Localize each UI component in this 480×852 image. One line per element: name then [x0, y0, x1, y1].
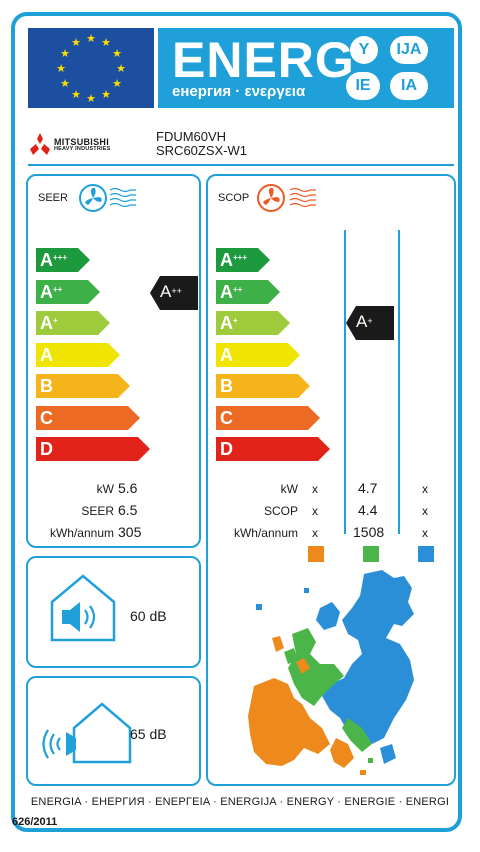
heating-class-bar: A	[216, 342, 300, 367]
heating-class-bar: A+	[216, 311, 290, 335]
model-outdoor: SRC60ZSX-W1	[156, 143, 248, 158]
cooling-class-bar: A+	[36, 311, 110, 335]
column-divider	[398, 230, 400, 534]
manufacturer-name: MITSUBISHI	[54, 137, 110, 147]
heating-row-label: kW	[280, 482, 298, 496]
cooling-class-bar: A+++	[36, 248, 90, 272]
heating-class-bar: D	[216, 437, 330, 461]
heating-cell: 4.7	[358, 480, 378, 496]
heating-cell: 1508	[353, 524, 385, 540]
outdoor-noise-value: 65 dB	[130, 726, 167, 742]
cooling-rating-sup: ++	[171, 286, 182, 296]
energy-subtitle: енергия · ενεργεια	[172, 83, 306, 100]
heating-row-label: SCOP	[263, 504, 298, 518]
cooling-class-bar: C	[36, 405, 140, 430]
footer-languages: ENERGIA · ЕНЕРГИЯ · ΕΝΕΡΓΕΙΑ · ENERGIJA …	[30, 796, 450, 808]
heating-row-label: kWh/annum	[233, 526, 298, 540]
heating-panel: SCOP A+++ A++ A+ A B C D A+ kW x 4.7 x SCOP x …	[206, 174, 456, 786]
regulation-number: 626/2011	[12, 816, 58, 828]
indoor-noise-panel: 60 dB	[26, 556, 201, 668]
svg-text:★: ★	[71, 89, 81, 101]
cooling-class-label: A+	[40, 313, 58, 333]
heating-class-label: A++	[220, 281, 243, 302]
heating-class-bar: C	[216, 405, 320, 430]
cooling-class-bar: A	[36, 342, 120, 367]
heating-cell: 4.4	[358, 502, 378, 518]
heating-class-label: A	[220, 344, 233, 365]
svg-text:★: ★	[112, 78, 122, 90]
cooling-rating-marker: A++	[150, 276, 198, 310]
cooling-rating-letter: A	[160, 282, 172, 301]
heating-class-bar: A++	[216, 279, 280, 304]
svg-text:★: ★	[71, 37, 81, 49]
cooling-class-label: D	[40, 439, 53, 459]
cooling-fan-icon	[79, 184, 136, 212]
svg-text:★: ★	[86, 93, 96, 105]
heating-cell: x	[312, 526, 318, 540]
heating-cell: x	[422, 504, 428, 518]
heating-class-label: B	[220, 376, 233, 396]
cooling-class-bar: A++	[36, 279, 100, 304]
svg-text:★: ★	[112, 48, 122, 60]
header-divider	[28, 164, 454, 166]
column-divider	[344, 230, 346, 534]
svg-text:★: ★	[101, 89, 111, 101]
energy-header: ENERG енергия · ενεργεια Y IJA IE IA	[158, 28, 454, 108]
cooling-row-label: kW	[96, 482, 114, 496]
manufacturer: MITSUBISHI HEAVY INDUSTRIES	[28, 130, 148, 160]
outdoor-noise-panel: 65 dB	[26, 676, 201, 786]
eu-flag-icon: ★ ★ ★ ★ ★ ★ ★ ★ ★ ★ ★ ★	[28, 28, 154, 108]
heating-class-label: A+++	[220, 250, 248, 270]
energy-title: ENERG	[172, 32, 355, 88]
cooling-class-label: A	[40, 344, 53, 365]
cooling-row-label: SEER	[81, 504, 114, 518]
heating-class-label: A+	[220, 313, 238, 333]
heating-class-label: D	[220, 439, 233, 459]
outdoor-speaker-icon	[42, 702, 132, 764]
zone-swatch-colder	[418, 546, 434, 562]
zone-swatch-warmer	[308, 546, 324, 562]
zone-swatch-average	[363, 546, 379, 562]
heating-cell: x	[422, 526, 428, 540]
svg-text:★: ★	[116, 63, 126, 75]
heating-fan-icon	[257, 184, 316, 212]
lang-code-ie: IE	[346, 72, 380, 100]
cooling-row-value: 5.6	[118, 480, 138, 496]
cooling-title: SEER	[38, 192, 68, 204]
heating-class-label: C	[220, 407, 233, 428]
svg-text:★: ★	[56, 63, 66, 75]
europe-map-icon	[248, 570, 414, 775]
cooling-class-label: A++	[40, 281, 63, 302]
heating-class-bar: B	[216, 374, 310, 398]
heating-rating-letter: A	[356, 312, 368, 331]
svg-text:★: ★	[86, 33, 96, 45]
heating-cell: x	[312, 504, 318, 518]
heating-cell: x	[422, 482, 428, 496]
cooling-class-label: A+++	[40, 250, 68, 270]
svg-text:★: ★	[60, 48, 70, 60]
manufacturer-sub: HEAVY INDUSTRIES	[54, 146, 111, 152]
svg-text:★: ★	[101, 37, 111, 49]
lang-code-ia: IA	[390, 72, 428, 100]
cooling-row-value: 6.5	[118, 502, 138, 518]
heating-title: SCOP	[218, 192, 250, 204]
indoor-noise-value: 60 dB	[130, 608, 167, 624]
cooling-panel: SEER A+++ A++ A+ A B C D A++ kW 5.6 SEER 6.5 k…	[26, 174, 201, 548]
indoor-speaker-icon	[50, 574, 116, 642]
mitsubishi-logo-icon	[30, 133, 50, 155]
lang-code-y: Y	[350, 36, 378, 64]
cooling-row-value: 305	[118, 524, 142, 540]
lang-code-ija: IJA	[390, 36, 428, 64]
svg-text:★: ★	[60, 78, 70, 90]
cooling-class-label: C	[40, 407, 53, 428]
model-indoor: FDUM60VH	[156, 129, 227, 144]
heating-cell: x	[312, 482, 318, 496]
cooling-class-bar: D	[36, 437, 150, 461]
heating-rating-sup: +	[367, 316, 373, 326]
heating-class-bar: A+++	[216, 248, 270, 272]
cooling-class-bar: B	[36, 374, 130, 398]
heating-rating-marker: A+	[346, 306, 394, 340]
cooling-row-label: kWh/annum	[49, 526, 114, 540]
cooling-class-label: B	[40, 376, 53, 396]
